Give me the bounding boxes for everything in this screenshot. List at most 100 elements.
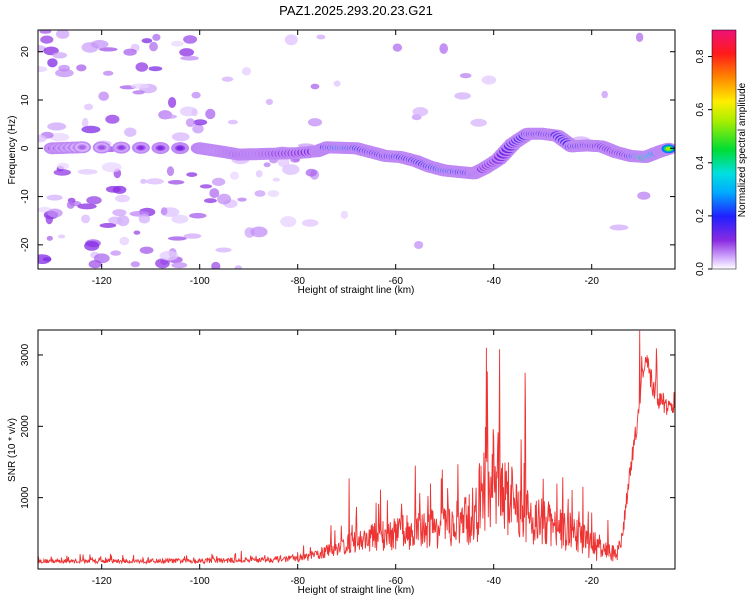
- noise-blob: [168, 97, 177, 108]
- noise-blob: [108, 216, 123, 225]
- noise-blob: [139, 246, 154, 254]
- noise-blob: [81, 214, 91, 224]
- snr-x-tick-label: -40: [486, 576, 501, 587]
- noise-blob: [55, 68, 74, 78]
- noise-blob: [160, 207, 168, 216]
- noise-blob: [103, 70, 114, 76]
- noise-blob: [215, 247, 232, 253]
- colorbar-tick-label: 0.0: [695, 262, 706, 276]
- noise-blob: [81, 125, 101, 134]
- snr-chart: -120 -100 -80 -60 -40 -20 1000 2000 3000 Height …: [7, 329, 676, 596]
- colorbar-tick-label: 0.6: [695, 102, 706, 116]
- noise-blob: [119, 236, 130, 246]
- noise-blob: [230, 171, 239, 180]
- colorbar: 0.0 0.2 0.4 0.6 0.8 Normalized spectral ampl…: [695, 29, 748, 276]
- noise-blob: [601, 90, 608, 99]
- noise-blob: [101, 162, 122, 173]
- noise-blob: [98, 91, 109, 101]
- snr-y-tick-label: 2000: [20, 415, 31, 438]
- noise-blob: [227, 119, 238, 125]
- snr-series-line: [38, 330, 675, 566]
- spectrogram-frame: [37, 29, 676, 270]
- noise-blob: [180, 55, 199, 61]
- colorbar-tick-label: 0.8: [695, 49, 706, 63]
- spectrogram-y-tick-label: 20: [20, 46, 31, 58]
- noise-blob: [77, 169, 98, 175]
- spectrogram-x-tick-label: -40: [486, 276, 501, 287]
- noise-blob: [189, 212, 207, 219]
- snr-y-tick-label: 1000: [20, 486, 31, 509]
- snr-x-tick-label: -60: [388, 576, 403, 587]
- noise-blob: [265, 98, 273, 105]
- noise-blob: [123, 48, 137, 56]
- noise-blob: [305, 168, 317, 177]
- noise-blob: [179, 48, 195, 57]
- noise-blob: [38, 134, 47, 143]
- noise-blob: [161, 114, 177, 119]
- noise-blob: [58, 64, 70, 72]
- noise-blob: [99, 223, 117, 228]
- noise-blob: [204, 198, 217, 204]
- noise-blob: [66, 200, 75, 209]
- noise-blob: [171, 132, 190, 142]
- noise-blob: [439, 43, 449, 54]
- spectrogram-x-tick-label: -100: [190, 276, 210, 287]
- noise-blob: [310, 83, 320, 90]
- noise-blob: [301, 219, 319, 227]
- noise-blob: [241, 67, 252, 76]
- noise-blob: [171, 262, 188, 269]
- noise-blob: [141, 38, 153, 44]
- noise-blob: [254, 190, 266, 197]
- noise-blob: [191, 108, 198, 117]
- noise-blob: [333, 80, 341, 87]
- ridge-mark: [665, 147, 672, 151]
- noise-blob: [234, 265, 242, 269]
- noise-blob: [609, 224, 629, 231]
- noise-blob: [53, 169, 71, 176]
- noise-blob: [110, 250, 122, 256]
- noise-blob: [138, 213, 151, 224]
- noise-blob: [192, 123, 204, 134]
- noise-blob: [81, 117, 89, 128]
- noise-blob: [635, 32, 644, 42]
- ridge-mark: [98, 145, 105, 150]
- noise-blob: [280, 216, 297, 228]
- noise-blob: [88, 260, 102, 269]
- noise-blob: [47, 208, 63, 218]
- noise-blob: [459, 73, 472, 79]
- noise-blob: [217, 193, 232, 205]
- noise-blob: [209, 188, 220, 199]
- figure-title: PAZ1.2025.293.20.23.G21: [279, 3, 433, 18]
- spectrogram-x-label: Height of straight line (km): [298, 285, 415, 296]
- noise-blob: [199, 184, 213, 189]
- colorbar-tick-label: 0.4: [695, 155, 706, 169]
- noise-blob: [340, 210, 349, 219]
- noise-blob: [414, 241, 424, 249]
- spectrogram-x-tick-label: -20: [584, 276, 599, 287]
- snr-x-tick-label: -120: [92, 576, 112, 587]
- colorbar-gradient: [711, 29, 737, 270]
- snr-y-label: SNR (10 * v/v): [7, 418, 18, 482]
- noise-blob: [124, 127, 137, 137]
- noise-blob: [90, 39, 109, 49]
- ridge-mark: [137, 146, 144, 150]
- snr-y-tick-label: 3000: [20, 343, 31, 366]
- noise-blob: [185, 118, 195, 128]
- noise-blob: [221, 76, 234, 82]
- noise-blob: [183, 233, 202, 239]
- noise-blob: [47, 122, 67, 131]
- ridge-mark: [118, 145, 125, 150]
- noise-blob: [193, 119, 208, 126]
- noise-blob: [481, 75, 497, 85]
- noise-blob: [135, 62, 149, 72]
- noise-blob: [183, 35, 198, 44]
- noise-blob: [316, 34, 326, 40]
- noise-blob: [454, 92, 471, 100]
- noise-blob: [272, 177, 280, 182]
- noise-blob: [84, 241, 100, 251]
- noise-blob: [149, 41, 158, 52]
- noise-blob: [167, 180, 185, 185]
- noise-blob: [132, 90, 145, 95]
